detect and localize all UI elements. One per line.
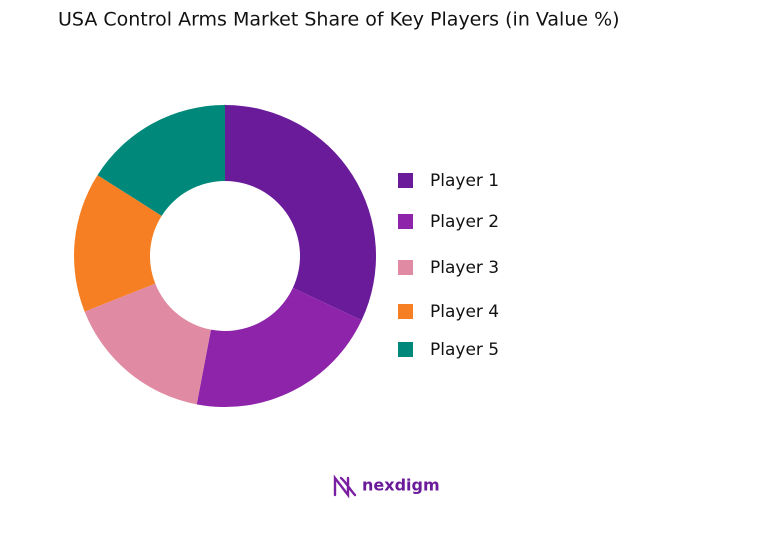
slice [225,105,376,321]
legend-label: Player 5 [430,340,499,360]
legend-swatch [398,214,413,229]
slice [73,175,162,312]
legend-swatch [398,342,413,357]
slice [97,105,225,216]
brand-name: nexdigm [362,476,440,495]
slice [84,283,211,405]
legend-swatch [398,304,413,319]
legend-label: Player 3 [430,258,499,278]
brand-logo: nexdigm [333,474,440,499]
chart-title: USA Control Arms Market Share of Key Pla… [58,9,620,31]
legend-swatch [398,173,413,188]
slice [196,287,362,407]
legend-label: Player 1 [430,171,499,191]
logo-icon [333,474,357,499]
legend-label: Player 2 [430,212,499,232]
legend-swatch [398,260,413,275]
legend-label: Player 4 [430,302,499,322]
